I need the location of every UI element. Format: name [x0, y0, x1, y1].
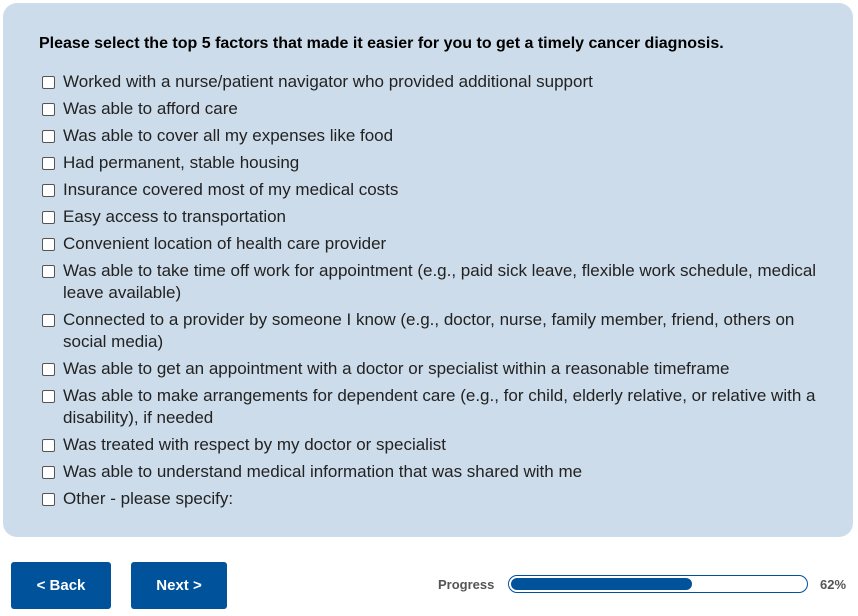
- option-item[interactable]: Convenient location of health care provi…: [39, 233, 829, 255]
- option-label: Was able to make arrangements for depend…: [63, 386, 816, 427]
- option-item[interactable]: Was able to take time off work for appoi…: [39, 260, 829, 304]
- checkbox[interactable]: [42, 493, 55, 506]
- checkbox[interactable]: [42, 103, 55, 116]
- progress-percent: 62%: [820, 577, 847, 592]
- checkbox[interactable]: [42, 184, 55, 197]
- option-label: Was able to take time off work for appoi…: [63, 261, 817, 302]
- back-button[interactable]: < Back: [11, 562, 111, 609]
- checkbox[interactable]: [42, 238, 55, 251]
- option-label: Easy access to transportation: [63, 207, 287, 226]
- options-list: Worked with a nurse/patient navigator wh…: [39, 71, 829, 515]
- option-label: Worked with a nurse/patient navigator wh…: [63, 72, 593, 91]
- option-label: Convenient location of health care provi…: [63, 234, 387, 253]
- option-item[interactable]: Was able to afford care: [39, 98, 829, 120]
- checkbox[interactable]: [42, 211, 55, 224]
- option-label: Was treated with respect by my doctor or…: [63, 435, 446, 454]
- progress-fill: [511, 578, 693, 590]
- checkbox[interactable]: [42, 314, 55, 327]
- checkbox[interactable]: [42, 363, 55, 376]
- option-item[interactable]: Had permanent, stable housing: [39, 152, 829, 174]
- option-label: Was able to get an appointment with a do…: [63, 359, 730, 378]
- option-item[interactable]: Connected to a provider by someone I kno…: [39, 309, 829, 353]
- progress-bar: [508, 575, 808, 593]
- option-item[interactable]: Was able to understand medical informati…: [39, 461, 829, 483]
- option-item[interactable]: Other - please specify:: [39, 488, 829, 510]
- question-panel: Please select the top 5 factors that mad…: [3, 3, 853, 537]
- checkbox[interactable]: [42, 265, 55, 278]
- checkbox[interactable]: [42, 76, 55, 89]
- option-label: Was able to cover all my expenses like f…: [63, 126, 394, 145]
- checkbox[interactable]: [42, 157, 55, 170]
- option-label: Had permanent, stable housing: [63, 153, 300, 172]
- option-item[interactable]: Worked with a nurse/patient navigator wh…: [39, 71, 829, 93]
- question-text: Please select the top 5 factors that mad…: [39, 35, 724, 52]
- next-button[interactable]: Next >: [131, 562, 227, 609]
- option-item[interactable]: Easy access to transportation: [39, 206, 829, 228]
- option-label: Insurance covered most of my medical cos…: [63, 180, 399, 199]
- checkbox[interactable]: [42, 390, 55, 403]
- checkbox[interactable]: [42, 130, 55, 143]
- option-label: Was able to afford care: [63, 99, 238, 118]
- option-item[interactable]: Was treated with respect by my doctor or…: [39, 434, 829, 456]
- option-item[interactable]: Was able to get an appointment with a do…: [39, 358, 829, 380]
- checkbox[interactable]: [42, 466, 55, 479]
- option-item[interactable]: Insurance covered most of my medical cos…: [39, 179, 829, 201]
- progress-label: Progress: [438, 577, 495, 592]
- option-label: Connected to a provider by someone I kno…: [63, 310, 795, 351]
- option-item[interactable]: Was able to make arrangements for depend…: [39, 385, 829, 429]
- checkbox[interactable]: [42, 439, 55, 452]
- option-label: Was able to understand medical informati…: [63, 462, 583, 481]
- option-label: Other - please specify:: [63, 489, 234, 508]
- option-item[interactable]: Was able to cover all my expenses like f…: [39, 125, 829, 147]
